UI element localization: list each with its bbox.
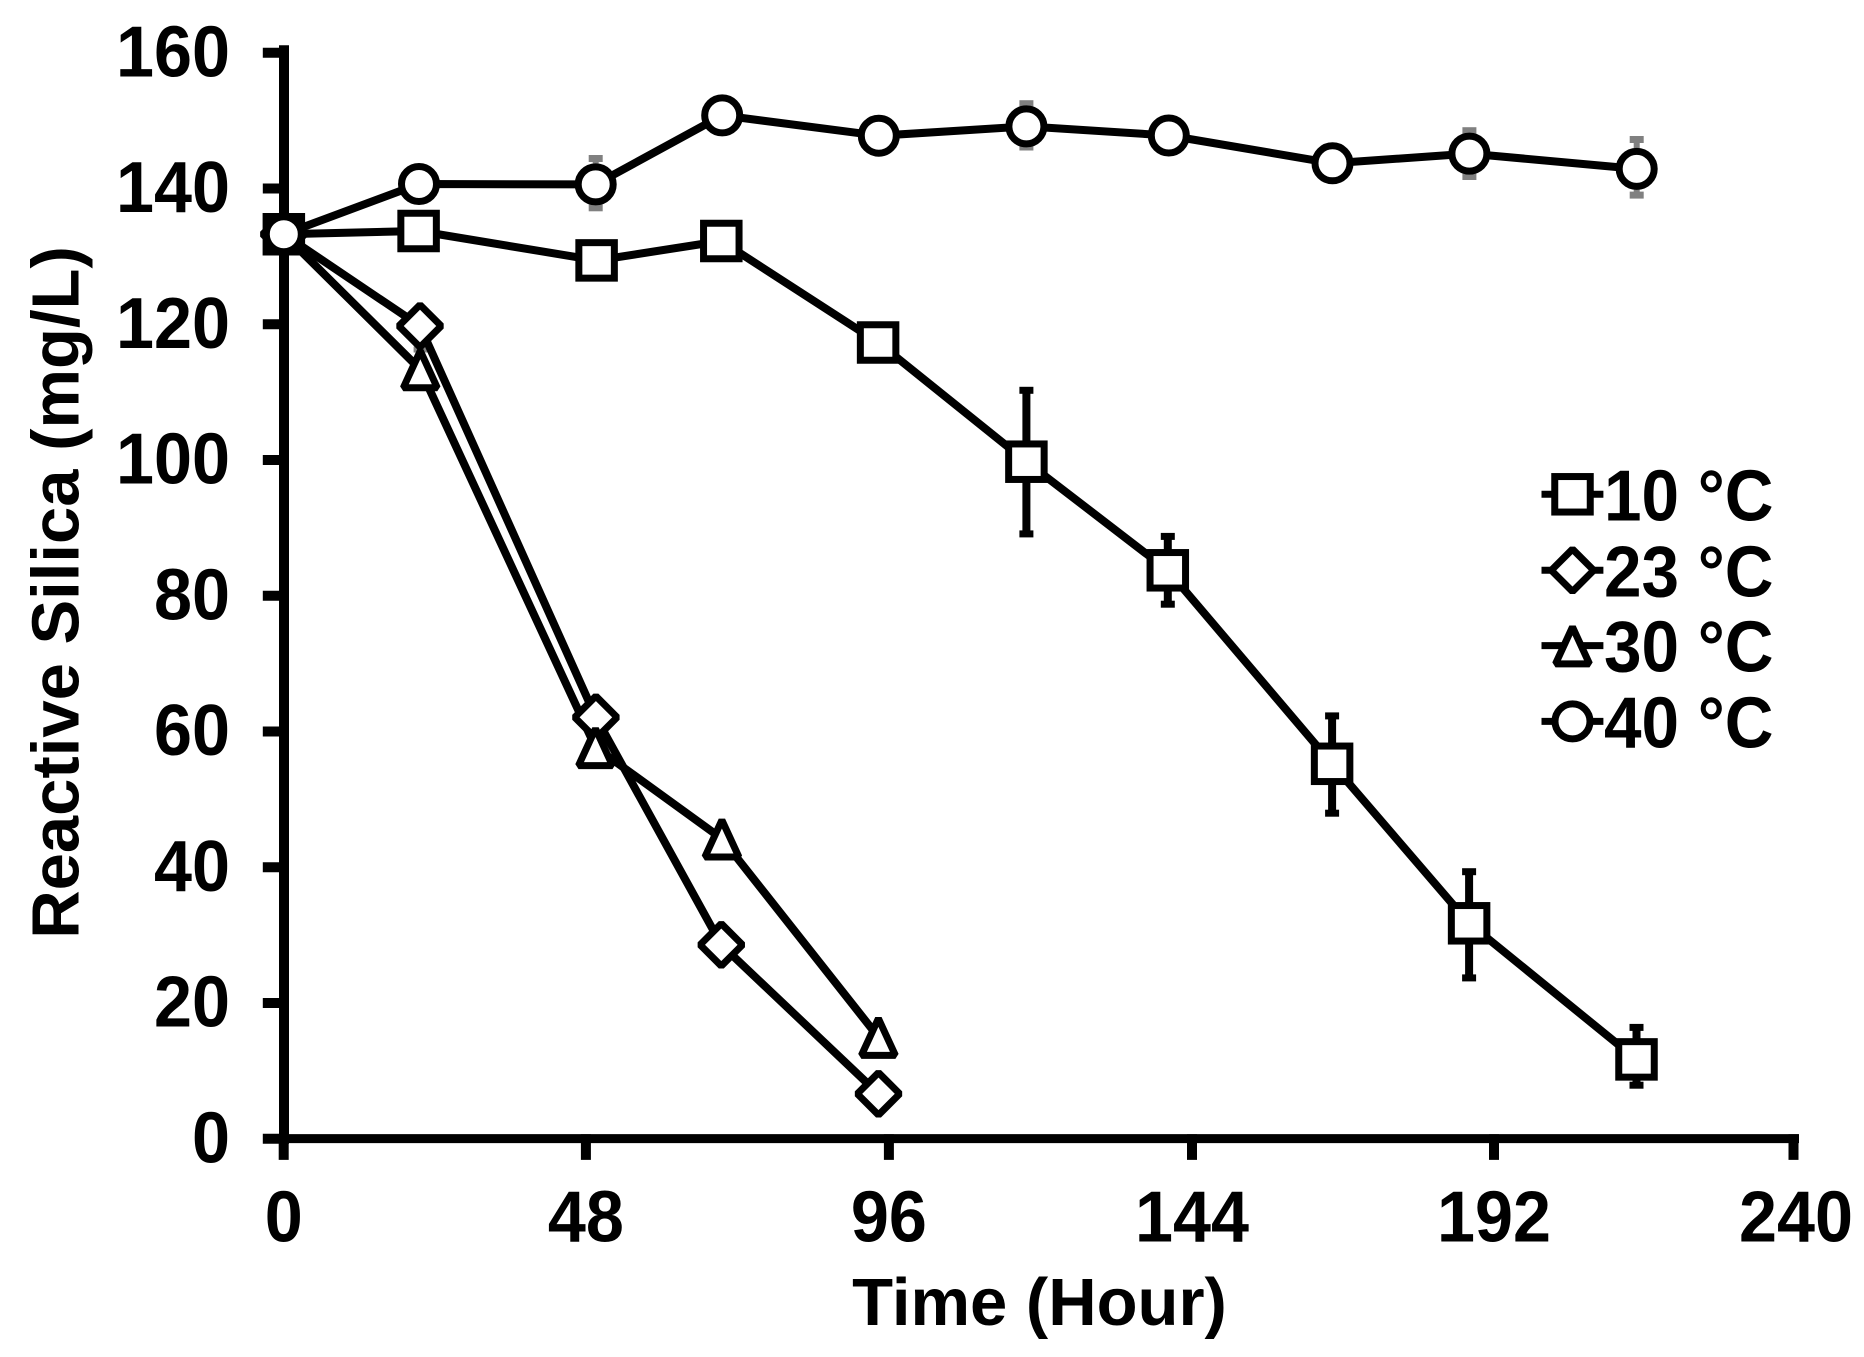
svg-text:20: 20	[154, 963, 230, 1043]
svg-text:60: 60	[154, 691, 230, 771]
svg-text:96: 96	[851, 1178, 927, 1258]
svg-text:144: 144	[1135, 1178, 1249, 1258]
svg-text:140: 140	[116, 148, 230, 228]
svg-text:40 °C: 40 °C	[1604, 683, 1774, 763]
svg-text:0: 0	[265, 1178, 303, 1258]
svg-text:192: 192	[1437, 1178, 1551, 1258]
svg-text:48: 48	[548, 1178, 624, 1258]
svg-text:0: 0	[192, 1098, 230, 1178]
svg-text:240: 240	[1739, 1178, 1853, 1258]
svg-text:120: 120	[116, 284, 230, 364]
svg-text:Time (Hour): Time (Hour)	[852, 1265, 1227, 1340]
svg-text:Reactive Silica (mg/L): Reactive Silica (mg/L)	[18, 246, 93, 939]
svg-text:160: 160	[116, 12, 230, 92]
svg-text:100: 100	[116, 420, 230, 500]
svg-text:10 °C: 10 °C	[1604, 456, 1774, 536]
svg-text:80: 80	[154, 555, 230, 635]
svg-text:40: 40	[154, 827, 230, 907]
svg-text:23 °C: 23 °C	[1604, 532, 1774, 612]
svg-text:30 °C: 30 °C	[1604, 608, 1774, 688]
